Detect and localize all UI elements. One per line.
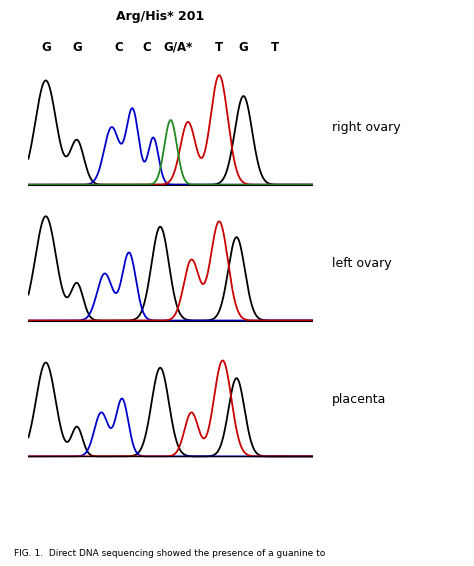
Text: Arg/His* 201: Arg/His* 201	[116, 10, 204, 23]
Text: T: T	[215, 41, 223, 54]
Text: T: T	[271, 41, 279, 54]
Text: C: C	[142, 41, 151, 54]
Text: right ovary: right ovary	[332, 121, 401, 134]
Text: G/A*: G/A*	[163, 41, 192, 54]
Text: left ovary: left ovary	[332, 257, 392, 269]
Text: FIG. 1.  Direct DNA sequencing showed the presence of a guanine to: FIG. 1. Direct DNA sequencing showed the…	[14, 548, 326, 558]
Text: G: G	[72, 41, 82, 54]
Text: C: C	[114, 41, 123, 54]
Text: G: G	[238, 41, 248, 54]
Text: G: G	[41, 41, 51, 54]
Text: placenta: placenta	[332, 393, 386, 405]
